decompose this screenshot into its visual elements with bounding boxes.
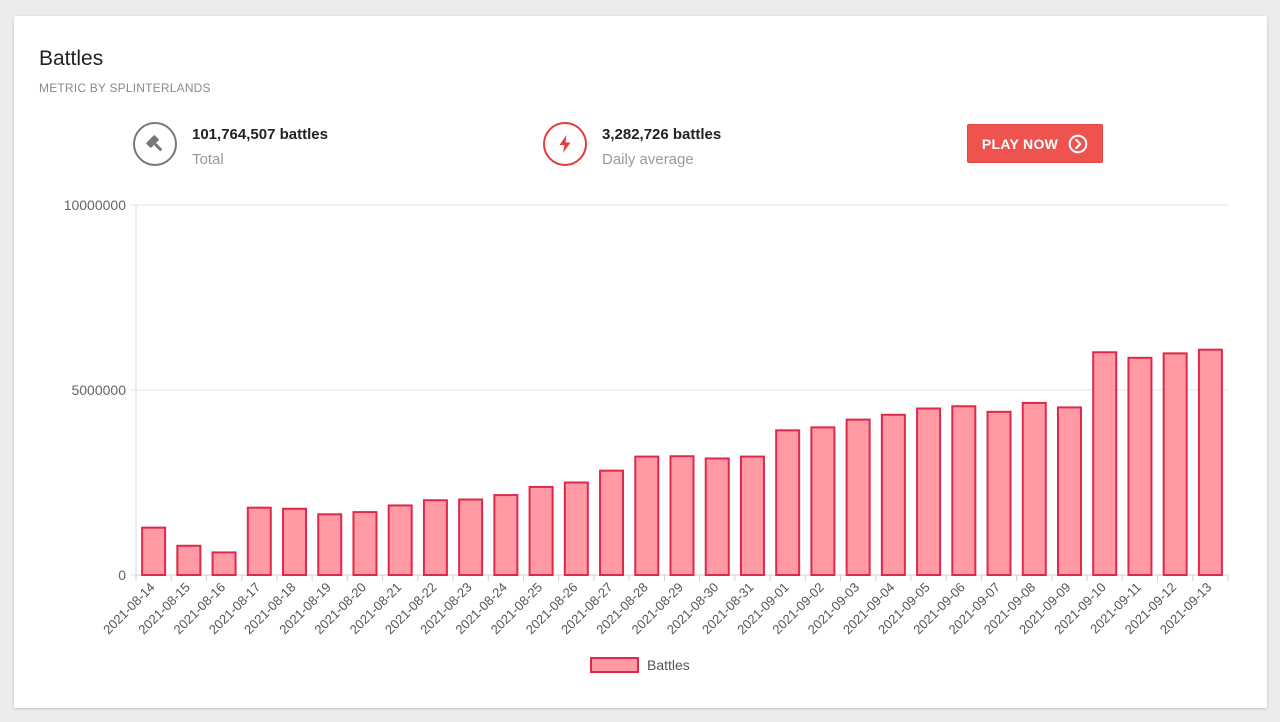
play-now-button[interactable]: PLAY NOW [967, 124, 1103, 163]
bar [1056, 406, 1082, 577]
bar [563, 481, 589, 576]
card-subtitle: METRIC BY SPLINTERLANDS [39, 81, 211, 95]
lightning-icon [543, 122, 587, 166]
bar [986, 410, 1012, 576]
gavel-icon [133, 122, 177, 166]
bar [458, 498, 484, 576]
bar [246, 506, 272, 576]
bar [1162, 352, 1188, 576]
bar [810, 426, 836, 576]
battles-bar-chart: 05000000100000002021-08-142021-08-152021… [64, 197, 1229, 673]
bar [1092, 351, 1118, 577]
bar [141, 526, 167, 577]
bar [528, 485, 554, 576]
legend-swatch [590, 657, 639, 673]
battles-card: Battles METRIC BY SPLINTERLANDS 101,764,… [14, 16, 1267, 708]
bar [211, 551, 237, 576]
bar [704, 457, 730, 577]
bar [845, 418, 871, 576]
bar [599, 469, 625, 576]
legend-label: Battles [647, 657, 690, 673]
card-title: Battles [39, 47, 104, 70]
bar [739, 455, 765, 577]
bar [282, 507, 308, 576]
y-tick-label: 10000000 [64, 197, 127, 213]
daily-average-label: Daily average [602, 151, 694, 168]
bar [422, 499, 448, 577]
total-label: Total [192, 151, 224, 168]
bar [1021, 401, 1047, 577]
bar [669, 455, 695, 577]
bar [634, 455, 660, 577]
total-value: 101,764,507 battles [192, 126, 328, 143]
play-now-label: PLAY NOW [981, 135, 1059, 152]
bar [775, 429, 801, 576]
bar [317, 513, 343, 577]
bar [880, 413, 906, 577]
bar [352, 511, 378, 577]
bar [951, 405, 977, 576]
daily-average-value: 3,282,726 battles [602, 126, 722, 143]
chevron-right-circle-icon [1068, 134, 1088, 154]
bar [1197, 348, 1223, 577]
bar [916, 407, 942, 576]
bar [493, 494, 519, 576]
y-tick-label: 0 [118, 567, 126, 583]
bar [387, 504, 413, 576]
bar [176, 544, 202, 577]
bar [1127, 356, 1153, 576]
y-tick-label: 5000000 [71, 382, 126, 398]
